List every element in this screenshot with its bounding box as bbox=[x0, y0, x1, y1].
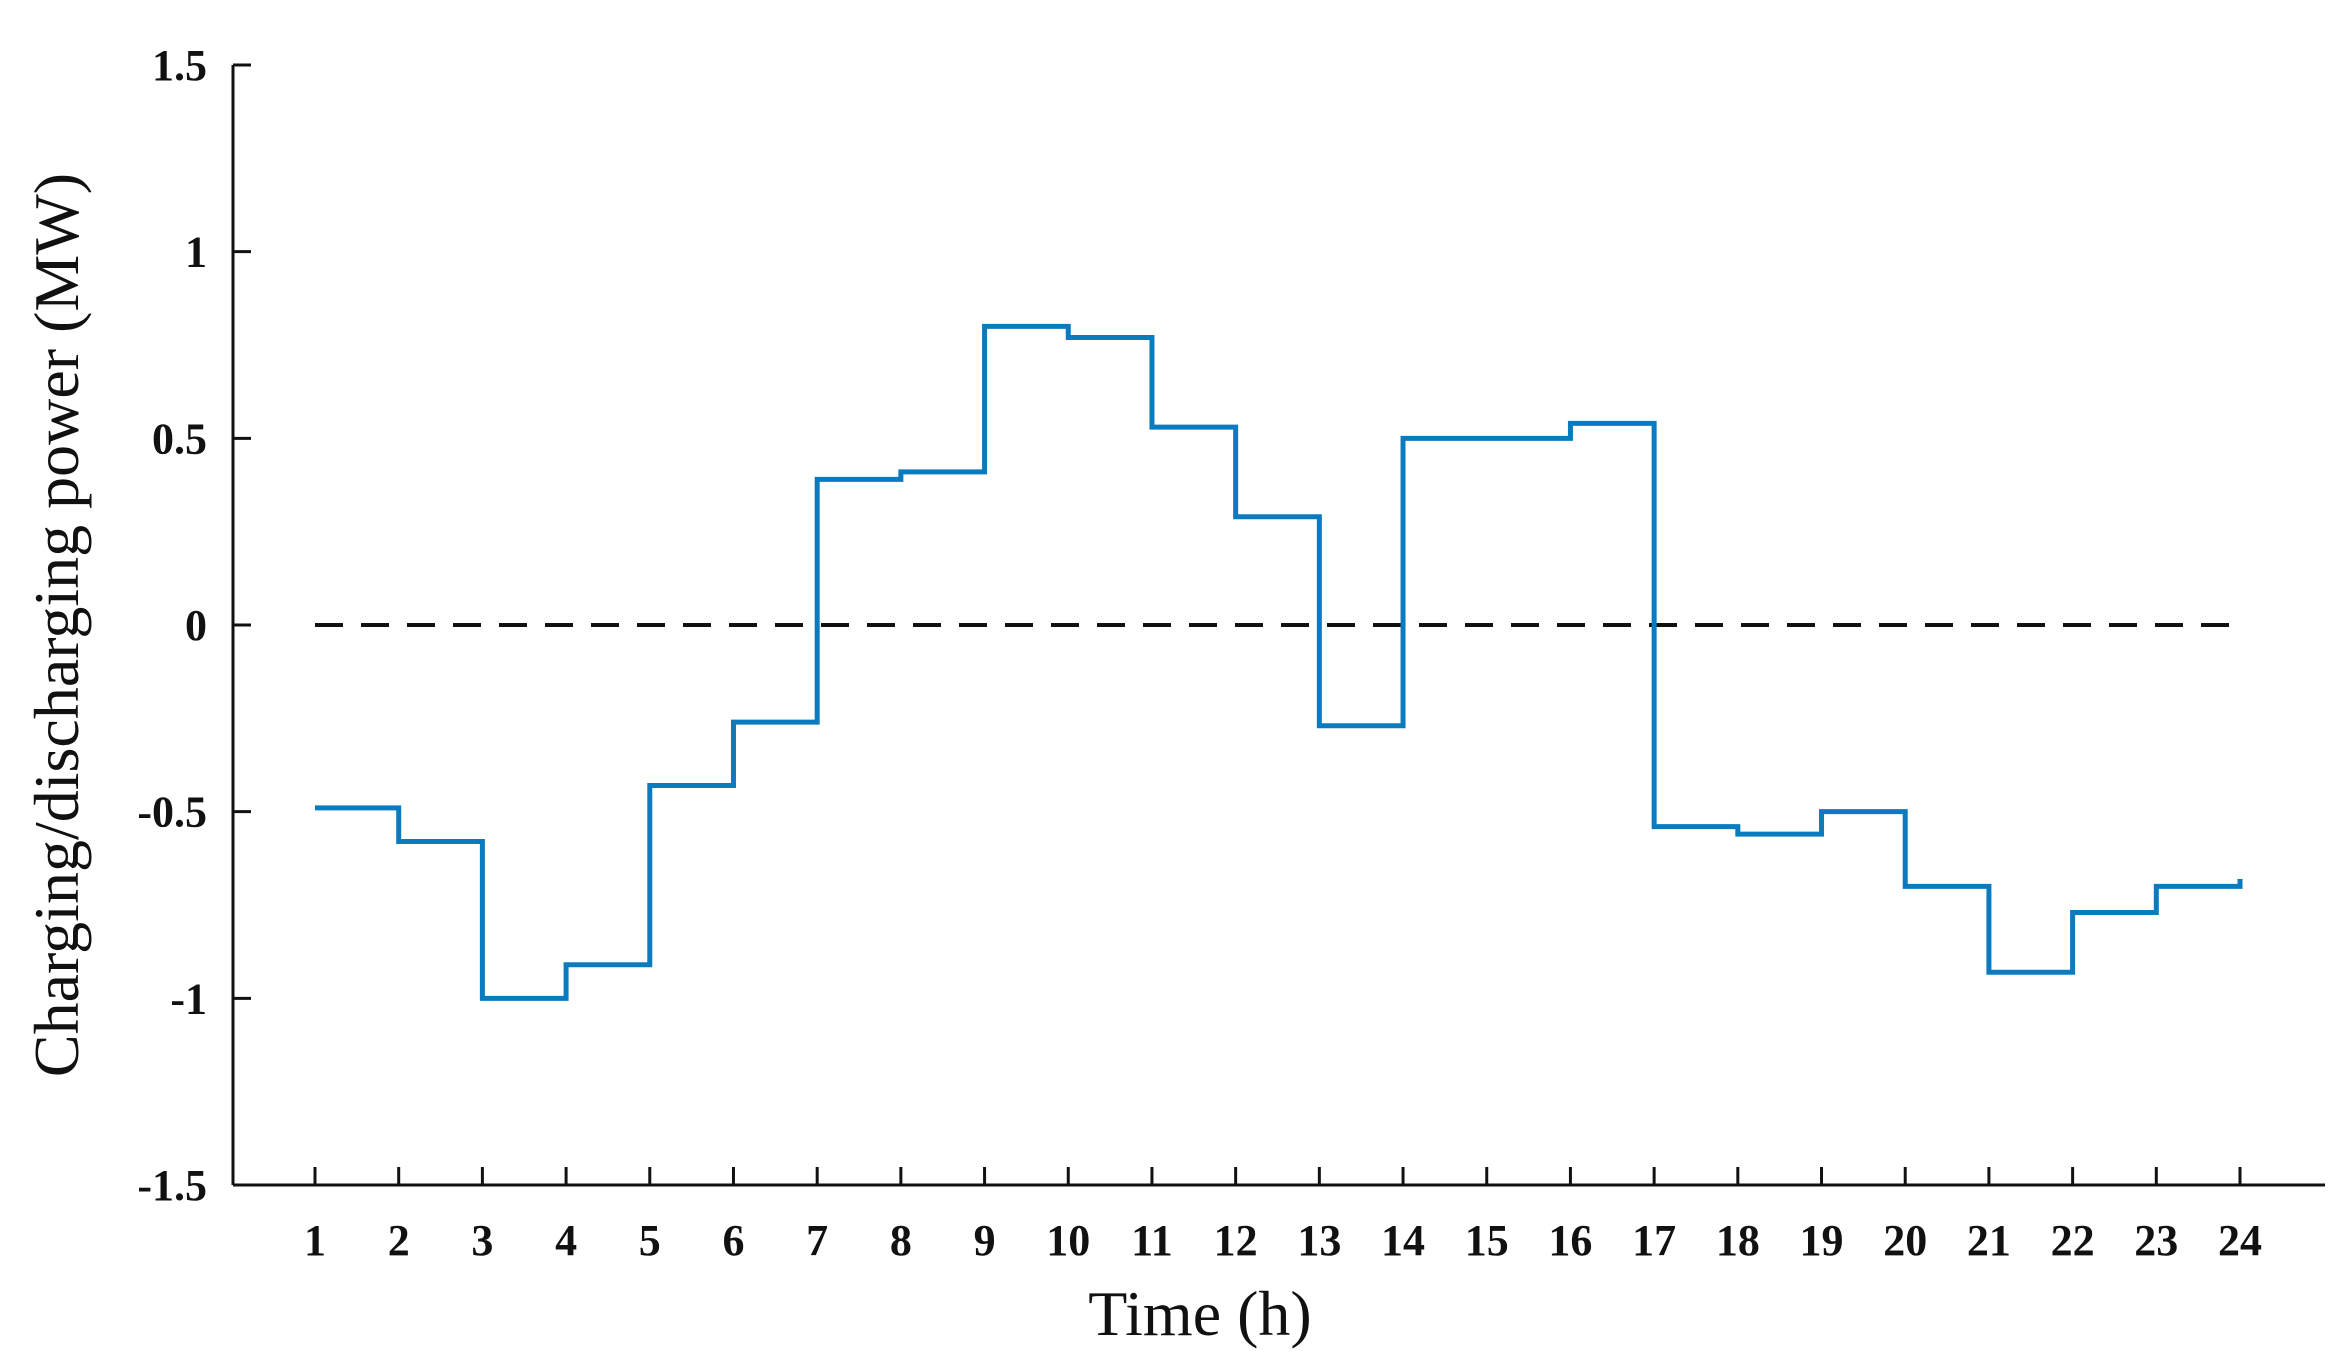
x-tick-label: 1 bbox=[304, 1216, 326, 1265]
y-tick-label: -1.5 bbox=[137, 1161, 207, 1210]
x-tick-label: 10 bbox=[1046, 1216, 1090, 1265]
x-ticks: 1 2 3 4 5 6 7 8 9 10 11 12 13 14 15 16 17 18 19 20 21 22 23 24 bbox=[304, 1167, 2262, 1265]
y-tick-label: -0.5 bbox=[137, 788, 207, 837]
x-tick-label: 12 bbox=[1214, 1216, 1258, 1265]
x-tick-label: 18 bbox=[1716, 1216, 1760, 1265]
x-tick-label: 14 bbox=[1381, 1216, 1425, 1265]
x-tick-label: 7 bbox=[806, 1216, 828, 1265]
y-tick-label: 1 bbox=[185, 228, 207, 277]
x-tick-label: 8 bbox=[890, 1216, 912, 1265]
x-tick-label: 22 bbox=[2051, 1216, 2095, 1265]
x-tick-label: 13 bbox=[1297, 1216, 1341, 1265]
x-tick-label: 19 bbox=[1800, 1216, 1844, 1265]
series-layer bbox=[315, 323, 2243, 1001]
x-tick-label: 3 bbox=[471, 1216, 493, 1265]
y-tick-label: 0.5 bbox=[152, 414, 207, 463]
x-tick-label: 5 bbox=[639, 1216, 661, 1265]
power-step-line bbox=[315, 323, 2243, 1001]
y-tick-label: 0 bbox=[185, 601, 207, 650]
y-tick-label: 1.5 bbox=[152, 41, 207, 90]
x-tick-label: 16 bbox=[1548, 1216, 1592, 1265]
x-axis-title: Time (h) bbox=[1088, 1278, 1311, 1349]
x-tick-label: 23 bbox=[2134, 1216, 2178, 1265]
y-tick-label: -1 bbox=[170, 974, 207, 1023]
x-tick-label: 15 bbox=[1465, 1216, 1509, 1265]
x-tick-label: 4 bbox=[555, 1216, 577, 1265]
x-tick-label: 9 bbox=[974, 1216, 996, 1265]
x-tick-label: 20 bbox=[1883, 1216, 1927, 1265]
x-tick-label: 11 bbox=[1131, 1216, 1173, 1265]
x-tick-label: 24 bbox=[2218, 1216, 2262, 1265]
x-tick-label: 17 bbox=[1632, 1216, 1676, 1265]
x-tick-label: 2 bbox=[388, 1216, 410, 1265]
y-axis-title: Charging/discharging power (MW) bbox=[21, 173, 92, 1077]
y-ticks: -1.5 -1 -0.5 0 0.5 1 1.5 bbox=[137, 41, 251, 1210]
x-tick-label: 6 bbox=[722, 1216, 744, 1265]
x-tick-label: 21 bbox=[1967, 1216, 2011, 1265]
